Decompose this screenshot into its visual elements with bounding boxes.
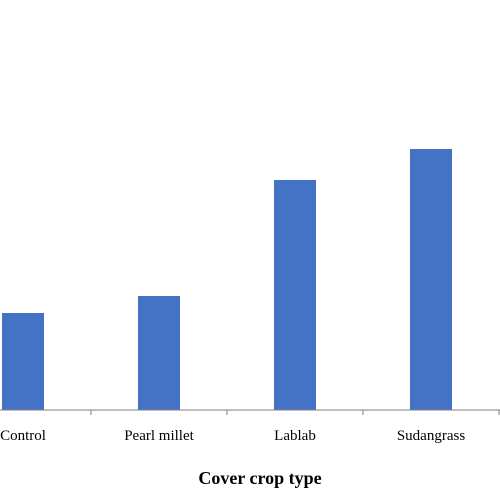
bar-control — [2, 313, 44, 410]
tick-label-sudangrass: Sudangrass — [397, 428, 465, 444]
bar-sudangrass — [410, 149, 452, 410]
tick-label-control: Control — [0, 428, 46, 444]
bar-lablab — [274, 180, 316, 410]
x-axis-title: Cover crop type — [198, 468, 321, 488]
x-axis-ticks — [90, 410, 500, 415]
tick-label-pearl-millet: Pearl millet — [124, 428, 194, 444]
x-axis-tick-labels: Control Pearl millet Lablab Sudangrass — [0, 428, 465, 444]
tick-label-lablab: Lablab — [274, 428, 316, 444]
bar-pearl-millet — [138, 296, 180, 410]
bars-group — [2, 149, 452, 410]
